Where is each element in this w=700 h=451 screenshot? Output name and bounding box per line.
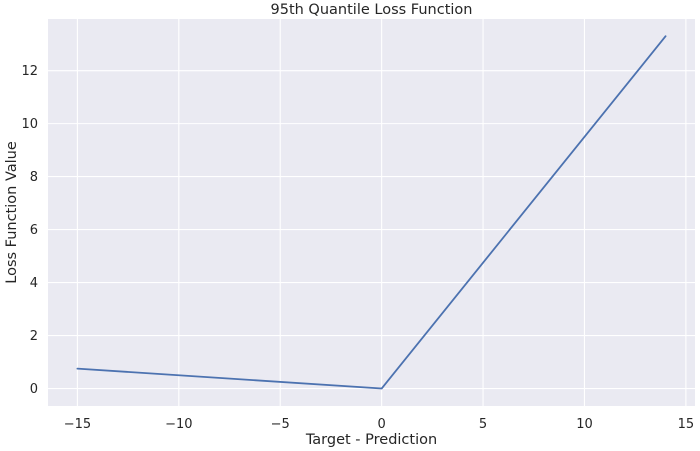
y-tick-labels: 0 2 4 6 8 10 12 <box>21 64 38 397</box>
series-lines <box>76 35 667 390</box>
x-axis-title: Target - Prediction <box>305 432 437 448</box>
x-tick-label: 5 <box>479 417 487 432</box>
y-tick-label: 6 <box>30 223 38 238</box>
y-tick-label: 12 <box>21 64 38 79</box>
y-tick-label: 10 <box>21 117 38 132</box>
y-axis-title: Loss Function Value <box>4 141 20 284</box>
chart-title: 95th Quantile Loss Function <box>271 2 473 18</box>
plot-area-background <box>48 19 695 406</box>
y-tick-label: 4 <box>30 276 38 291</box>
x-tick-labels: −15 −10 −5 0 5 10 15 <box>64 417 694 432</box>
x-tick-label: 15 <box>678 417 695 432</box>
y-tick-label: 8 <box>30 170 38 185</box>
series-line <box>76 35 667 390</box>
x-tick-label: −15 <box>64 417 91 432</box>
y-tick-label: 2 <box>30 329 38 344</box>
x-tick-label: 0 <box>378 417 386 432</box>
x-tick-label: −10 <box>165 417 192 432</box>
x-tick-label: 10 <box>576 417 593 432</box>
y-tick-label: 0 <box>30 382 38 397</box>
grid-lines <box>48 19 695 406</box>
x-tick-label: −5 <box>271 417 290 432</box>
